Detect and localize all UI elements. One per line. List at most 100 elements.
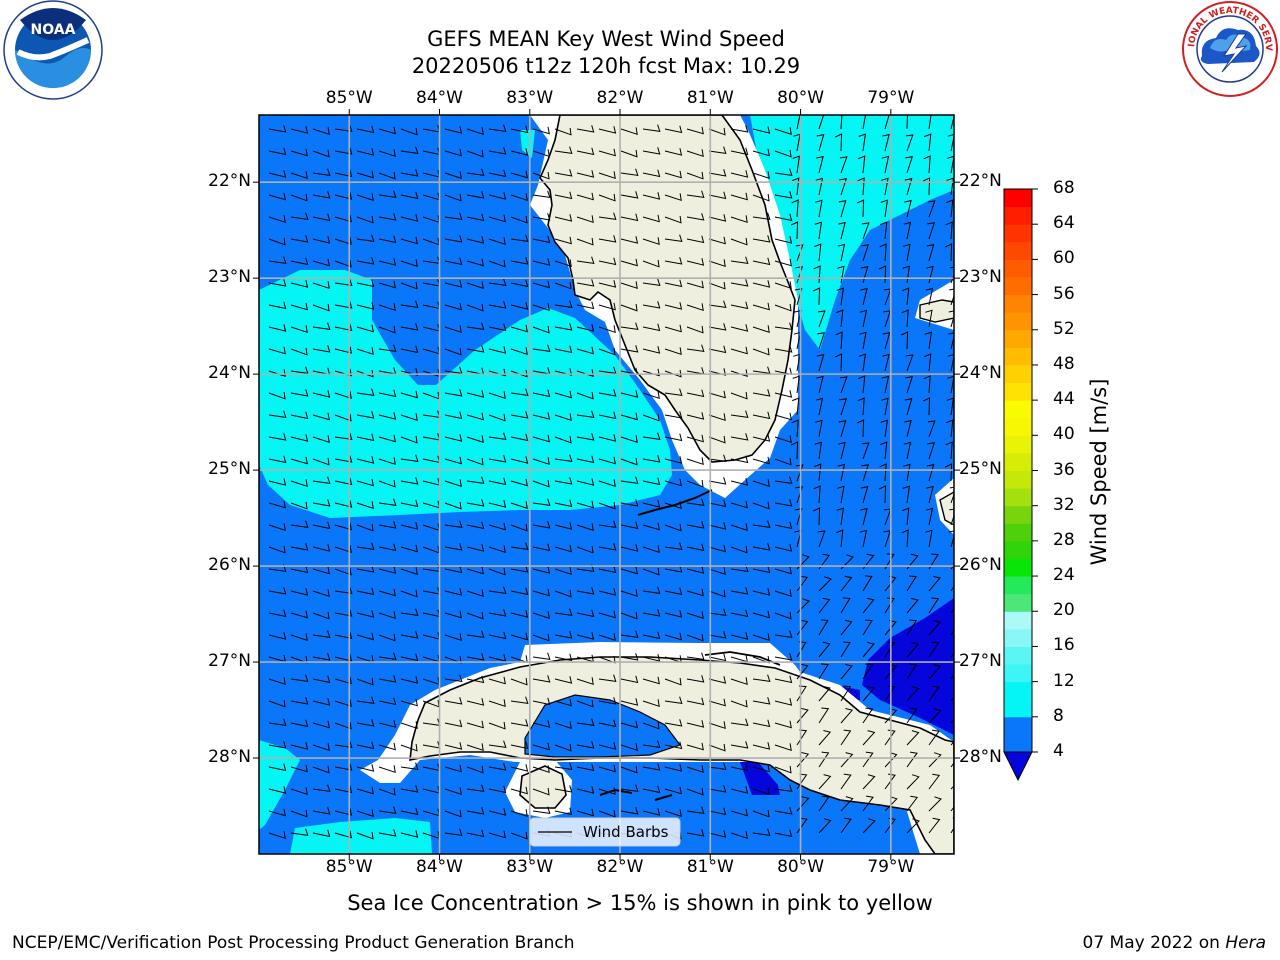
wind-barb: [796, 115, 801, 130]
lon-tick-label: 80°W: [777, 88, 825, 108]
wind-barb: [466, 784, 485, 793]
wind-barb: [858, 375, 866, 394]
wind-barb: [532, 280, 550, 289]
wind-barb: [860, 507, 868, 526]
lat-tick-label: 24°N: [208, 363, 251, 384]
wind-barb: [774, 236, 793, 244]
wind-barb: [268, 699, 286, 708]
wind-barb: [290, 479, 308, 488]
wind-barb: [378, 566, 397, 574]
wind-barb: [840, 685, 852, 702]
wind-barb: [312, 345, 331, 353]
wind-barb: [334, 124, 353, 133]
wind-barb: [268, 587, 287, 595]
wind-barb: [882, 353, 890, 372]
wind-barb: [857, 397, 865, 416]
wind-barb: [814, 441, 823, 460]
wind-barb: [664, 324, 682, 333]
wind-barb: [378, 521, 397, 529]
wind-barb: [334, 237, 352, 246]
wind-barb: [835, 331, 843, 350]
wind-barb: [598, 742, 617, 750]
wind-barb: [488, 214, 506, 223]
wind-barb: [532, 720, 551, 728]
wind-barb: [554, 300, 573, 309]
wind-barb: [925, 287, 934, 306]
wind-barb: [400, 345, 419, 354]
wind-barb: [925, 507, 934, 526]
wind-barb: [928, 729, 940, 746]
colorbar-band: [1004, 329, 1032, 348]
wind-barb: [444, 126, 463, 134]
wind-barb: [554, 214, 573, 222]
wind-barb: [554, 762, 573, 771]
wind-barb: [268, 632, 287, 640]
wind-barb: [620, 191, 639, 199]
footer-credit: NCEP/EMC/Verification Post Processing Pr…: [12, 933, 575, 953]
wind-barb: [642, 301, 661, 309]
wind-barb: [444, 479, 462, 488]
wind-barb: [840, 817, 852, 834]
wind-barb: [902, 287, 910, 306]
wind-barb: [400, 281, 418, 290]
wind-barb: [947, 155, 954, 174]
wind-barb: [576, 587, 595, 595]
wind-barb: [400, 323, 419, 331]
wind-barb: [774, 521, 793, 530]
wind-barb: [752, 280, 771, 288]
wind-barb: [774, 829, 793, 838]
wind-barb: [290, 148, 308, 157]
wind-barb: [882, 332, 891, 350]
wind-barb: [860, 287, 868, 306]
wind-barb: [510, 831, 528, 840]
wind-barb: [334, 740, 353, 749]
wind-barb: [334, 785, 353, 794]
wind-barb: [664, 456, 683, 464]
wind-barb: [400, 413, 418, 422]
wind-barb: [576, 478, 595, 486]
wind-barb: [664, 302, 683, 310]
wind-barb: [774, 544, 793, 552]
wind-barb: [620, 765, 638, 774]
colorbar-tick-label: 40: [1053, 424, 1075, 445]
wind-barb: [554, 721, 572, 730]
wind-barb: [510, 125, 529, 134]
wind-barb: [752, 411, 771, 420]
wind-barb: [510, 433, 529, 442]
wind-barb: [927, 200, 936, 218]
wind-barb: [598, 520, 617, 529]
wind-barb: [466, 345, 485, 353]
wind-barb: [598, 565, 617, 574]
wind-barb: [708, 830, 727, 838]
footer-date: 07 May 2022 on Hera: [1083, 933, 1267, 953]
lat-tick-label: 26°N: [959, 555, 1002, 576]
wind-barb: [400, 214, 419, 222]
wind-barb: [598, 411, 617, 420]
wind-barb: [356, 696, 375, 705]
wind-barb: [900, 331, 909, 350]
wind-barb: [356, 302, 375, 310]
wind-barb: [488, 259, 506, 268]
wind-barb: [906, 663, 918, 680]
wind-barb: [488, 830, 506, 839]
wind-barb: [532, 543, 551, 552]
wind-barb: [312, 589, 330, 598]
wind-barb: [708, 236, 726, 245]
wind-barb: [642, 169, 661, 178]
colorbar-band: [1004, 417, 1032, 436]
wind-barb: [576, 369, 594, 378]
wind-barb: [708, 477, 727, 485]
wind-barb: [598, 325, 616, 334]
wind-barb: [378, 190, 397, 199]
wind-barb: [947, 134, 954, 152]
lon-tick-label: 82°W: [596, 88, 644, 108]
wind-barb: [576, 609, 595, 618]
wind-barb: [290, 809, 308, 818]
wind-barb: [686, 235, 705, 244]
wind-barb: [268, 279, 287, 287]
lon-tick-label: 83°W: [506, 88, 554, 108]
wind-barb: [312, 544, 331, 552]
wind-barb: [378, 742, 396, 751]
wind-barb: [686, 434, 704, 443]
